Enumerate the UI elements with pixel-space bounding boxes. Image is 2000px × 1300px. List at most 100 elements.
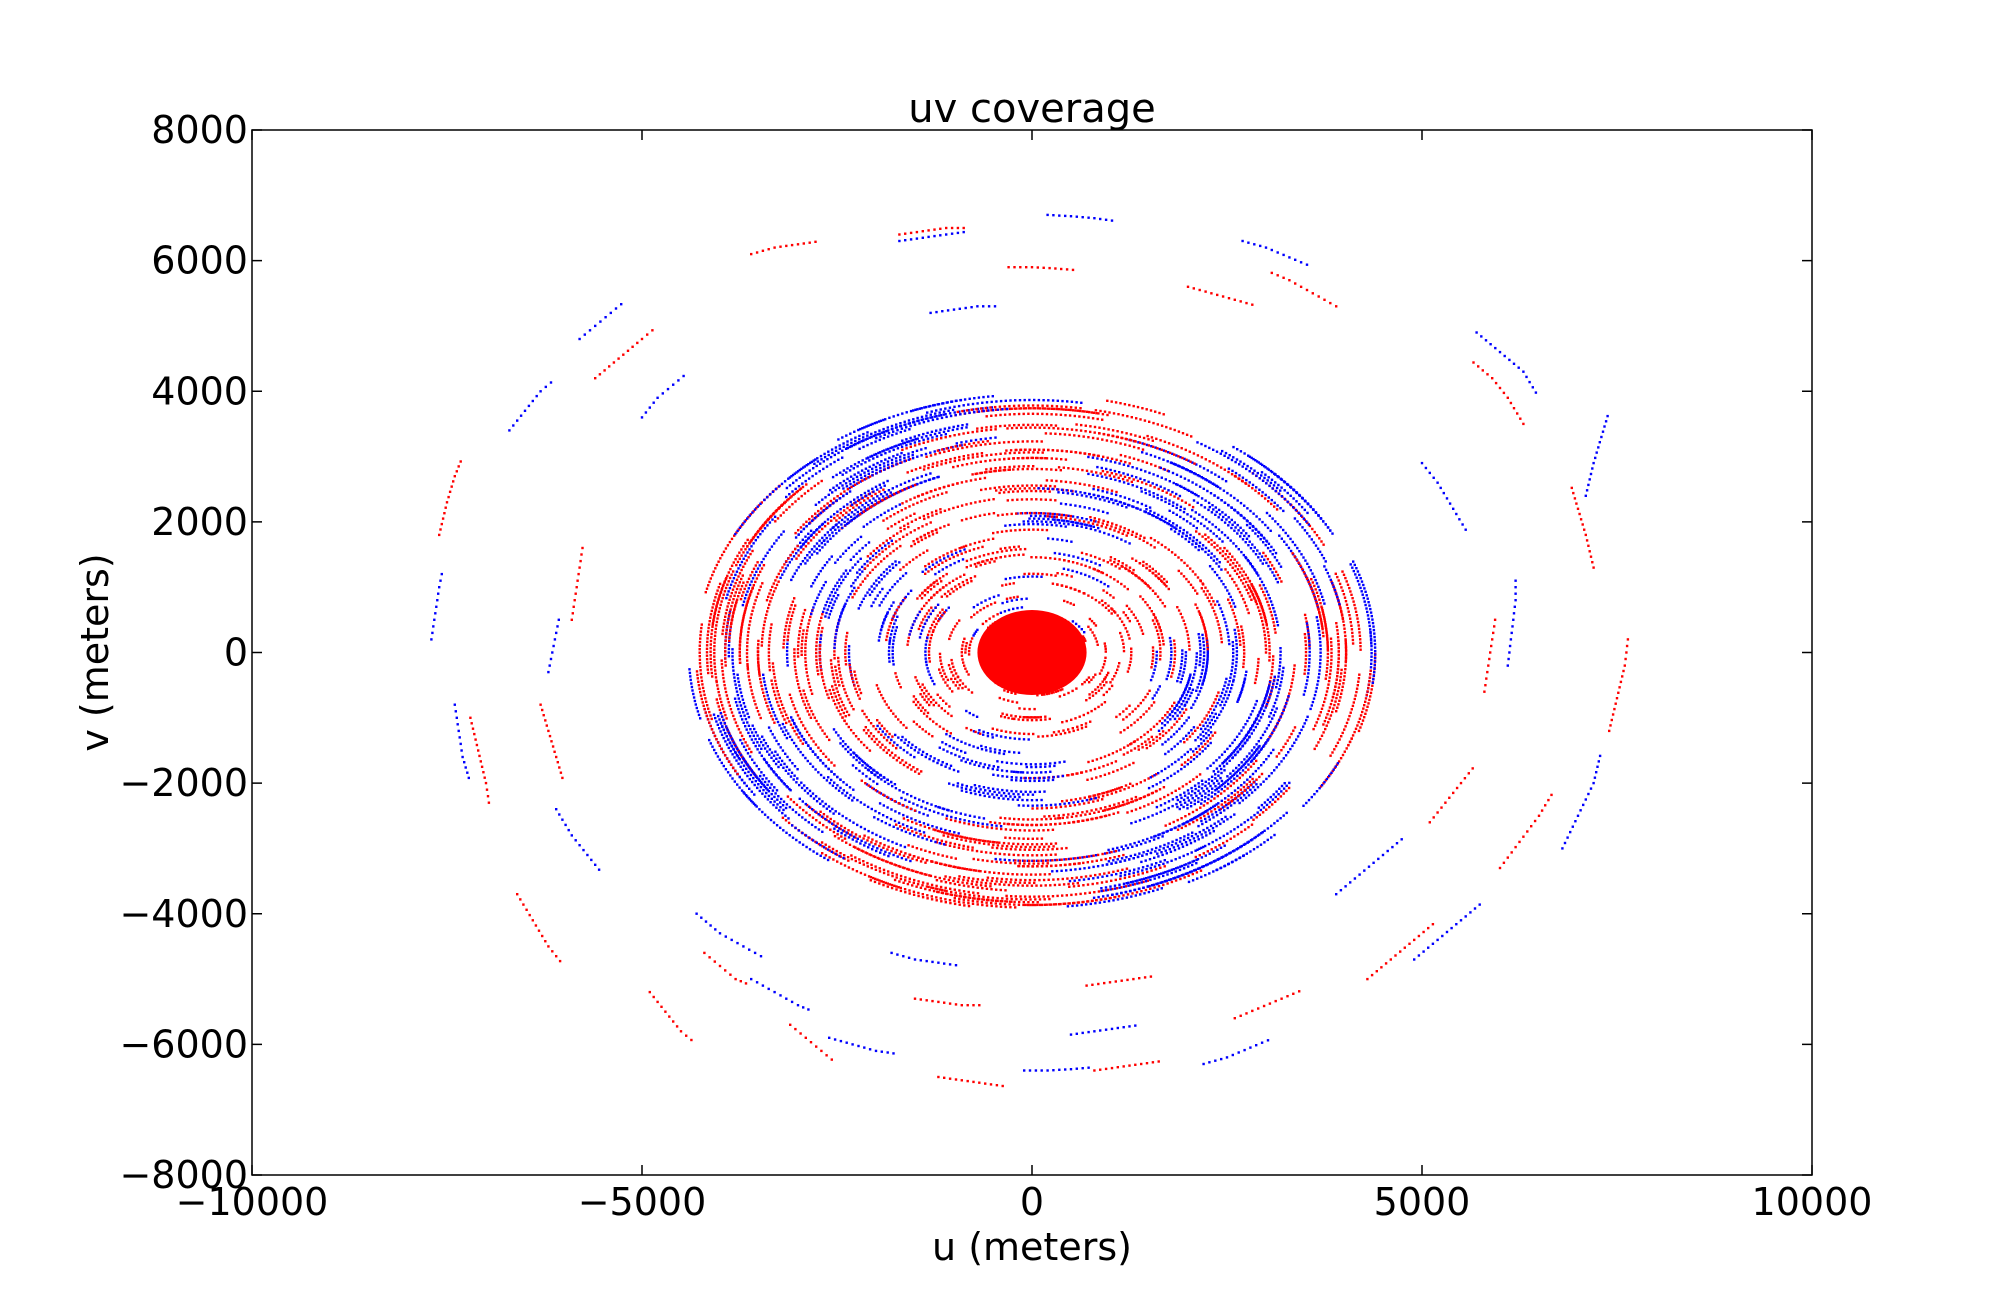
uv-track — [930, 573, 966, 600]
uv-point — [986, 604, 989, 608]
uv-point — [1170, 735, 1173, 739]
uv-point — [1103, 701, 1107, 704]
uv-point — [1165, 580, 1168, 583]
uv-point — [1101, 490, 1104, 493]
uv-point — [1102, 589, 1105, 592]
uv-point — [1189, 683, 1193, 686]
uv-point — [1198, 288, 1201, 292]
uv-point — [1111, 608, 1114, 611]
uv-track — [1010, 778, 1055, 783]
uv-point — [1198, 748, 1202, 751]
uv-point — [898, 233, 901, 236]
uv-point — [1033, 487, 1036, 490]
uv-point — [898, 682, 901, 685]
uv-point — [891, 649, 894, 652]
uv-point — [1134, 559, 1138, 562]
uv-point — [956, 505, 959, 508]
uv-point — [1219, 630, 1222, 633]
uv-point — [905, 726, 908, 729]
uv-track — [899, 549, 929, 571]
uv-point — [881, 697, 885, 700]
uv-track — [594, 329, 654, 380]
uv-point — [556, 625, 559, 628]
uv-point — [1013, 731, 1017, 735]
uv-point — [1080, 525, 1083, 528]
uv-point — [1151, 1061, 1155, 1064]
uv-point — [972, 821, 975, 824]
uv-point — [982, 765, 985, 769]
uv-point — [884, 594, 887, 598]
uv-point — [1129, 743, 1132, 746]
uv-point — [969, 788, 972, 792]
uv-point — [1214, 613, 1217, 616]
uv-point — [811, 582, 815, 585]
uv-point — [1207, 540, 1210, 544]
uv-point — [1128, 542, 1131, 545]
uv-point — [1130, 647, 1133, 650]
uv-point — [1027, 738, 1030, 741]
uv-point — [1033, 707, 1036, 711]
uv-point — [1207, 729, 1210, 732]
uv-point — [840, 581, 843, 585]
uv-point — [1189, 533, 1192, 537]
uv-point — [847, 645, 851, 648]
uv-point — [453, 475, 456, 478]
uv-point — [930, 511, 934, 514]
uv-track — [916, 476, 987, 498]
uv-point — [608, 365, 611, 368]
uv-point — [951, 579, 955, 582]
uv-point — [1097, 705, 1100, 709]
uv-point — [805, 632, 808, 636]
uv-point — [937, 1000, 940, 1004]
uv-point — [841, 740, 845, 743]
uv-point — [924, 498, 927, 501]
uv-point — [851, 764, 855, 767]
uv-point — [1063, 599, 1066, 603]
uv-point — [1222, 688, 1225, 691]
uv-point — [922, 692, 926, 695]
uv-track — [578, 303, 623, 341]
uv-point — [799, 1032, 802, 1035]
uv-point — [1149, 586, 1152, 590]
uv-point — [1282, 276, 1285, 279]
uv-point — [813, 716, 816, 719]
uv-point — [964, 651, 967, 654]
uv-point — [1139, 595, 1142, 598]
uv-point — [804, 1036, 807, 1039]
uv-point — [889, 754, 892, 757]
uv-point — [995, 734, 998, 737]
uv-point — [807, 1008, 810, 1011]
uv-point — [798, 633, 801, 637]
uv-track — [948, 782, 1021, 799]
uv-point — [927, 562, 930, 566]
uv-point — [1265, 624, 1268, 627]
uv-point — [953, 669, 956, 672]
uv-point — [1175, 506, 1178, 510]
uv-point — [785, 653, 789, 656]
uv-point — [815, 637, 819, 640]
uv-point — [1046, 213, 1049, 217]
uv-point — [1273, 628, 1277, 631]
uv-point — [1161, 580, 1164, 583]
uv-point — [1597, 446, 1600, 449]
uv-point — [1195, 775, 1198, 779]
uv-point — [829, 692, 833, 695]
uv-point — [892, 601, 895, 604]
uv-point — [1089, 769, 1092, 772]
uv-point — [1175, 730, 1178, 733]
uv-point — [456, 723, 459, 726]
uv-point — [888, 741, 892, 745]
uv-point — [1151, 659, 1154, 662]
uv-point — [918, 811, 921, 814]
uv-point — [1038, 790, 1041, 793]
uv-point — [882, 736, 886, 739]
uv-point — [1083, 506, 1086, 509]
uv-point — [1030, 823, 1033, 827]
uv-point — [1455, 786, 1459, 790]
uv-point — [852, 680, 855, 684]
uv-track — [1115, 704, 1131, 719]
uv-point — [1208, 593, 1211, 596]
uv-point — [1209, 726, 1212, 729]
uv-point — [974, 556, 977, 560]
uv-track — [965, 547, 1027, 563]
